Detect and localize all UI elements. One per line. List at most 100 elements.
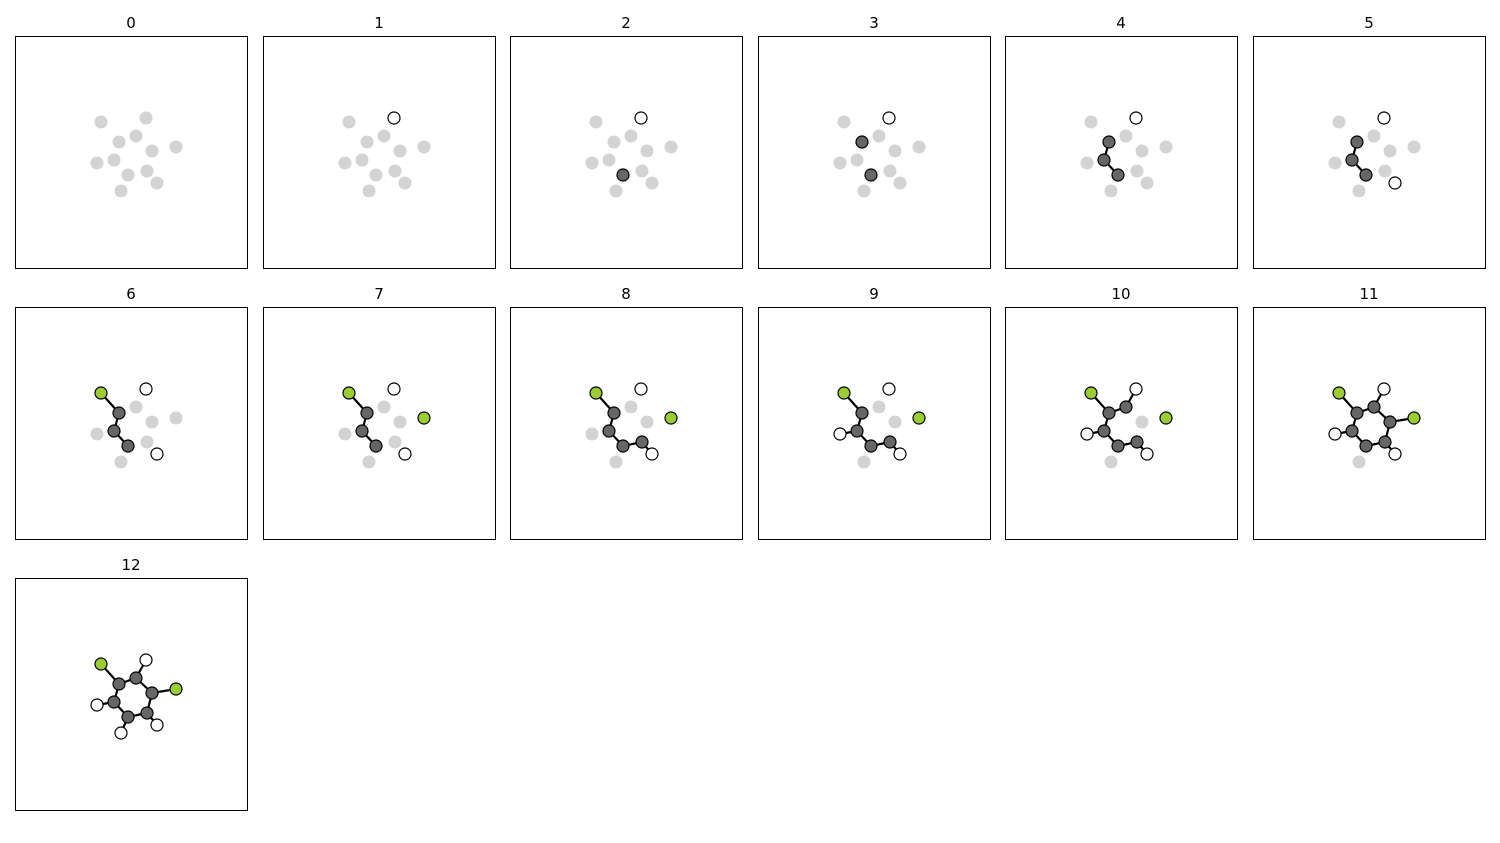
pending-atom [1383, 144, 1397, 158]
pending-atom [139, 111, 153, 125]
panel: 2 [510, 14, 743, 269]
atom [140, 706, 154, 720]
pending-atom [140, 435, 154, 449]
atom [387, 382, 401, 396]
panel: 5 [1253, 14, 1486, 269]
panel-frame [263, 36, 496, 269]
pending-atom [872, 400, 886, 414]
atom [635, 435, 649, 449]
atom [1097, 424, 1111, 438]
atom [1130, 435, 1144, 449]
pending-atom [169, 140, 183, 154]
pending-atom [1332, 115, 1346, 129]
panel-frame [15, 578, 248, 811]
atom [1377, 111, 1391, 125]
pending-atom [1130, 164, 1144, 178]
pending-atom [150, 176, 164, 190]
atom [398, 447, 412, 461]
atom [1111, 168, 1125, 182]
pending-atom [1407, 140, 1421, 154]
pending-atom [850, 153, 864, 167]
atom [94, 657, 108, 671]
atom [150, 718, 164, 732]
atom [855, 135, 869, 149]
atom [1159, 411, 1173, 425]
atom [645, 447, 659, 461]
pending-atom [388, 435, 402, 449]
panel-frame [1005, 36, 1238, 269]
panel-frame [1253, 36, 1486, 269]
pending-atom [369, 168, 383, 182]
pending-atom [169, 411, 183, 425]
atom [864, 439, 878, 453]
atom [1102, 406, 1116, 420]
panel-frame [510, 307, 743, 540]
panel-frame [758, 307, 991, 540]
pending-atom [145, 144, 159, 158]
pending-atom [624, 400, 638, 414]
pending-atom [602, 153, 616, 167]
atom [1084, 386, 1098, 400]
atom [114, 726, 128, 740]
pending-atom [90, 427, 104, 441]
atom [1119, 400, 1133, 414]
atom [1359, 439, 1373, 453]
panel: 6 [15, 285, 248, 540]
pending-atom [338, 427, 352, 441]
panel-title: 8 [621, 285, 631, 303]
atom [1129, 382, 1143, 396]
atom [94, 386, 108, 400]
atom [882, 382, 896, 396]
atom [1345, 424, 1359, 438]
atom [150, 447, 164, 461]
atom [634, 111, 648, 125]
pending-atom [1140, 176, 1154, 190]
panel: 10 [1005, 285, 1238, 540]
pending-atom [857, 455, 871, 469]
pending-atom [640, 144, 654, 158]
atom [139, 382, 153, 396]
panel: 0 [15, 14, 248, 269]
pending-atom [377, 400, 391, 414]
atom [112, 406, 126, 420]
pending-atom [609, 184, 623, 198]
pending-atom [1119, 129, 1133, 143]
pending-atom [1352, 455, 1366, 469]
pending-atom [362, 184, 376, 198]
atom [369, 439, 383, 453]
pending-atom [129, 400, 143, 414]
pending-atom [393, 144, 407, 158]
panel-title: 1 [374, 14, 384, 32]
atom [1332, 386, 1346, 400]
atom [1350, 406, 1364, 420]
panel-frame [758, 36, 991, 269]
panel: 8 [510, 285, 743, 540]
atom [342, 386, 356, 400]
pending-atom [640, 415, 654, 429]
pending-atom [872, 129, 886, 143]
pending-atom [912, 140, 926, 154]
atom [139, 653, 153, 667]
panel-title: 2 [621, 14, 631, 32]
pending-atom [1378, 164, 1392, 178]
atom [864, 168, 878, 182]
pending-atom [398, 176, 412, 190]
pending-atom [1084, 115, 1098, 129]
pending-atom [1135, 144, 1149, 158]
pending-atom [1159, 140, 1173, 154]
pending-atom [140, 164, 154, 178]
pending-atom [360, 135, 374, 149]
atom [90, 698, 104, 712]
atom [145, 686, 159, 700]
pending-atom [94, 115, 108, 129]
atom [855, 406, 869, 420]
atom [1328, 427, 1342, 441]
pending-atom [362, 455, 376, 469]
atom [634, 382, 648, 396]
atom [1377, 382, 1391, 396]
pending-atom [585, 427, 599, 441]
panel: 11 [1253, 285, 1486, 540]
pending-atom [377, 129, 391, 143]
pending-atom [893, 176, 907, 190]
pending-atom [388, 164, 402, 178]
